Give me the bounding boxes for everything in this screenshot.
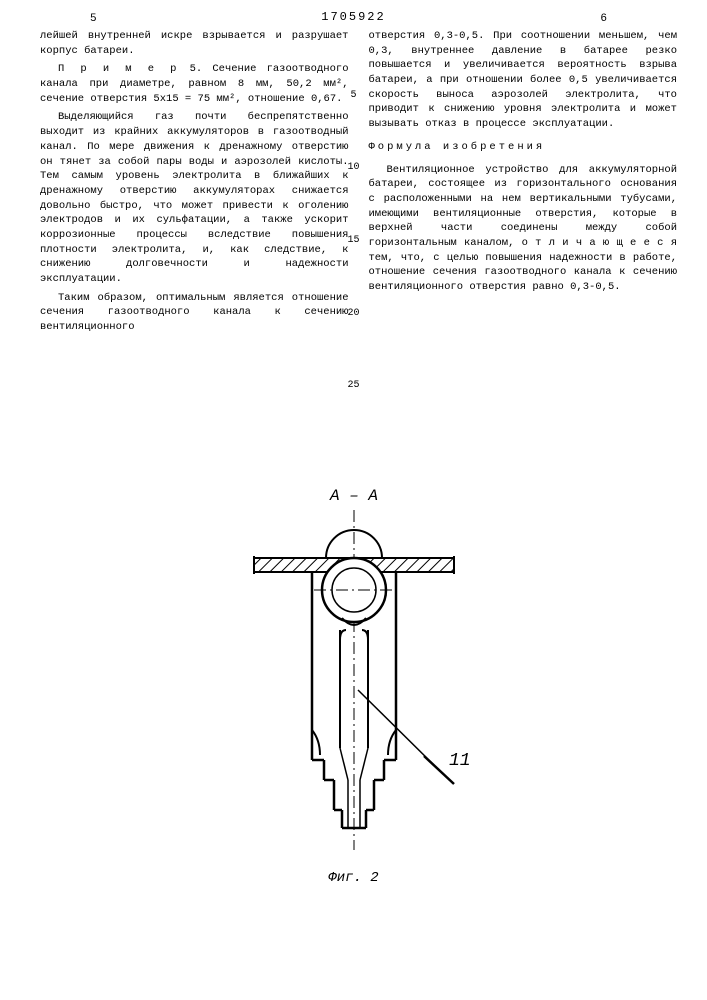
example-label: П р и м е р xyxy=(58,63,179,75)
section-label: А – А xyxy=(328,487,377,505)
para: Таким образом, оптимальным является отно… xyxy=(40,291,349,335)
line-num: 25 xyxy=(347,380,359,391)
para-example: П р и м е р 5. Сечение газоотводного кан… xyxy=(40,62,349,106)
left-column: лейшей внутренней искре взрывается и раз… xyxy=(40,29,349,339)
line-num: 10 xyxy=(347,162,359,173)
line-num: 5 xyxy=(350,90,356,101)
figure-caption: Фиг. 2 xyxy=(328,870,378,886)
col-num-right: 6 xyxy=(600,13,607,25)
right-column: отверстия 0,3-0,5. При соотношении меньш… xyxy=(369,29,678,339)
line-num: 20 xyxy=(347,308,359,319)
callout-11: 11 xyxy=(449,751,471,771)
para: Выделяющийся газ почти беспрепятственно … xyxy=(40,110,349,286)
text-columns: лейшей внутренней искре взрывается и раз… xyxy=(0,29,707,339)
line-num: 15 xyxy=(347,235,359,246)
para: лейшей внутренней искре взрывается и раз… xyxy=(40,29,349,58)
col-num-left: 5 xyxy=(90,13,97,25)
formula-title: Формула изобретения xyxy=(369,140,678,155)
example-num: 5. xyxy=(190,63,203,75)
figure-drawing: А – А 11 xyxy=(214,480,494,860)
para-claim: Вентиляционное устройство для аккумулято… xyxy=(369,163,678,295)
para: отверстия 0,3-0,5. При соотношении меньш… xyxy=(369,29,678,132)
